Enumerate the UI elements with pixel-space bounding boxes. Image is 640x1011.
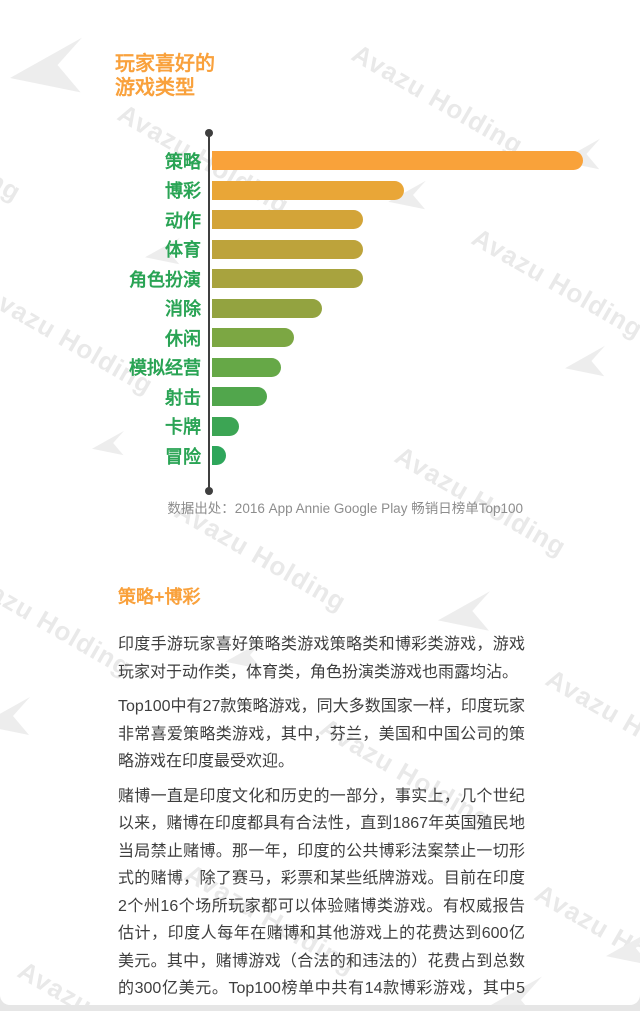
paragraph-1: 印度手游玩家喜好策略类游戏策略类和博彩类游戏，游戏玩家对于动作类，体育类，角色扮… (118, 636, 525, 681)
bar-label: 射击 (165, 387, 201, 408)
article: 策略+博彩 印度手游玩家喜好策略类游戏策略类和博彩类游戏，游戏玩家对于动作类，体… (118, 583, 525, 1005)
chart-row: 消除 (110, 294, 630, 324)
bar (212, 180, 405, 200)
section-heading: 策略+博彩 (118, 587, 201, 607)
bar-label: 动作 (165, 210, 201, 231)
bar-label: 模拟经营 (129, 358, 201, 379)
chart-row: 射击 (110, 382, 630, 412)
bar (212, 387, 267, 407)
chart-row: 策略 (110, 146, 630, 176)
bar-label: 角色扮演 (129, 269, 201, 290)
chart-title-line2: 游戏类型 (115, 77, 195, 99)
paragraph-3: 赌博一直是印度文化和历史的一部分，事实上，几个世纪以来，赌博在印度都具有合法性，… (118, 787, 525, 998)
bar (212, 328, 295, 348)
bar (212, 239, 364, 259)
bar (212, 446, 226, 466)
chart-title-line1: 玩家喜好的 (115, 53, 215, 75)
bar-label: 休闲 (165, 328, 201, 349)
bar (212, 269, 364, 289)
bar (212, 298, 322, 318)
chart-row: 冒险 (110, 441, 630, 471)
chart-row: 动作 (110, 205, 630, 235)
chart-row: 体育 (110, 235, 630, 265)
paragraph-2: Top100中有27款策略游戏，同大多数国家一样，印度玩家非常喜爱策略类游戏，其… (118, 698, 525, 770)
bar-label: 博彩 (165, 181, 201, 202)
chart-row: 角色扮演 (110, 264, 630, 294)
chart-title: 玩家喜好的 游戏类型 (115, 52, 215, 100)
bar (212, 151, 583, 171)
bar (212, 210, 364, 230)
chart-row: 卡牌 (110, 412, 630, 442)
chart-source: 数据出处：2016 App Annie Google Play 畅销日榜单Top… (167, 501, 523, 516)
chart-rows: 策略博彩动作体育角色扮演消除休闲模拟经营射击卡牌冒险 (110, 146, 630, 471)
bar-label: 冒险 (165, 446, 201, 467)
bar (212, 357, 281, 377)
bar-label: 体育 (165, 240, 201, 261)
chart-row: 模拟经营 (110, 353, 630, 383)
bar-chart: 策略博彩动作体育角色扮演消除休闲模拟经营射击卡牌冒险 (110, 129, 630, 494)
bar (212, 416, 240, 436)
bar-label: 卡牌 (165, 417, 201, 438)
bar-label: 消除 (165, 299, 201, 320)
chart-row: 休闲 (110, 323, 630, 353)
bar-label: 策略 (165, 151, 201, 172)
chart-row: 博彩 (110, 176, 630, 206)
chart-axis (205, 129, 213, 494)
